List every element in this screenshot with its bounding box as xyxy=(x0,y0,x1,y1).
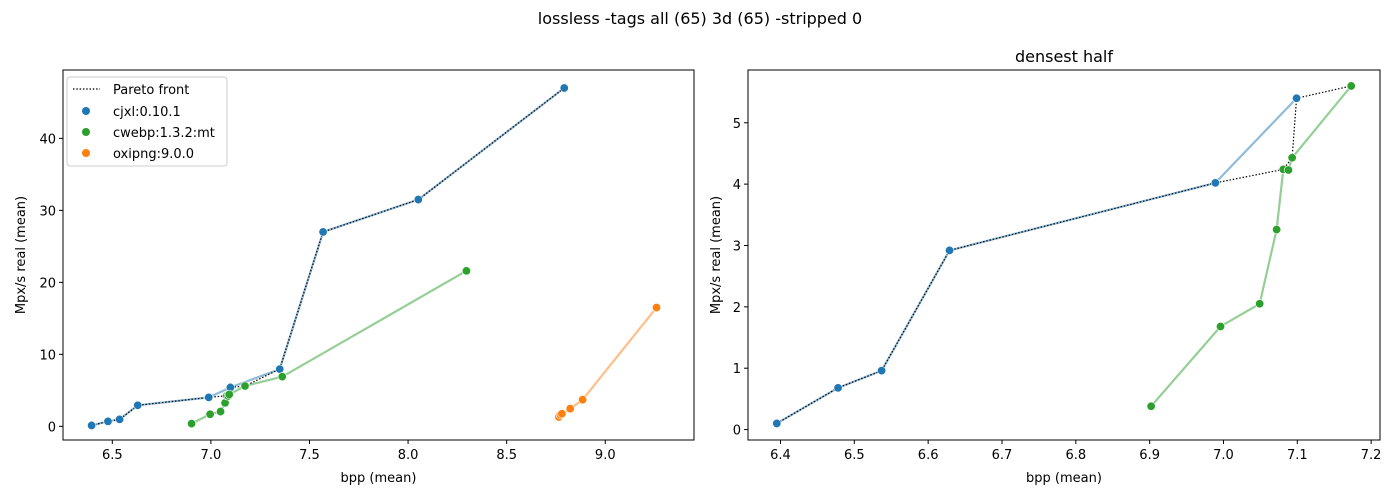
right-panel: densest half bpp (mean) Mpx/s real (mean… xyxy=(709,47,1381,486)
left-cjxl-point-1 xyxy=(103,416,113,426)
left-x-axis-label: bpp (mean) xyxy=(341,471,417,486)
right-y-tick-label-3: 3 xyxy=(733,239,741,254)
left-cwebp-point-1 xyxy=(205,409,215,419)
legend-oxipng-marker xyxy=(82,149,90,157)
right-cjxl-point-2 xyxy=(877,366,887,376)
left-cwebp-point-7 xyxy=(240,381,250,391)
left-cwebp-point-9 xyxy=(461,266,471,276)
left-oxipng-line xyxy=(558,306,658,418)
left-oxipng-point-4 xyxy=(578,395,588,405)
left-oxipng-point-5 xyxy=(652,303,662,313)
right-y-tick-label-0: 0 xyxy=(733,424,741,439)
left-cwebp-point-0 xyxy=(187,419,197,429)
left-cwebp-line xyxy=(191,269,467,425)
right-cjxl-line xyxy=(776,97,1298,425)
right-cwebp-point-0 xyxy=(1146,401,1156,411)
right-cwebp-line xyxy=(1150,85,1353,407)
left-y-tick-label-2: 20 xyxy=(39,276,56,291)
left-cwebp-point-6 xyxy=(224,389,234,399)
right-y-tick-label-5: 5 xyxy=(733,117,741,132)
left-cjxl-line xyxy=(91,87,565,427)
left-cjxl-point-0 xyxy=(87,420,97,430)
right-x-axis-label: bpp (mean) xyxy=(1026,471,1102,486)
right-cjxl-point-3 xyxy=(945,245,955,255)
left-panel: bpp (mean) Mpx/s real (mean) 6.5 7.0 7.5 8.… xyxy=(14,69,695,486)
right-x-tick-label-6: 7.0 xyxy=(1213,448,1234,463)
left-x-tick-label-0: 6.5 xyxy=(102,448,123,463)
left-x-tick-label-1: 7.0 xyxy=(201,448,222,463)
right-pareto-front-line xyxy=(776,85,1352,424)
left-cjxl-point-7 xyxy=(318,227,328,237)
right-x-tick-label-3: 6.7 xyxy=(992,448,1013,463)
left-y-tick-label-1: 10 xyxy=(39,348,56,363)
right-x-tick-label-7: 7.1 xyxy=(1287,448,1308,463)
left-cjxl-point-9 xyxy=(559,83,569,93)
left-cwebp-point-8 xyxy=(277,372,287,382)
left-x-tick-label-2: 7.5 xyxy=(299,448,320,463)
right-cjxl-point-0 xyxy=(772,418,782,428)
right-cwebp-point-3 xyxy=(1272,225,1282,235)
left-oxipng-point-2 xyxy=(557,409,567,419)
left-cjxl-point-3 xyxy=(133,400,143,410)
right-x-tick-label-4: 6.8 xyxy=(1065,448,1086,463)
right-panel-title: densest half xyxy=(1015,47,1113,66)
legend-cjxl-marker xyxy=(82,107,90,115)
right-cwebp-point-7 xyxy=(1346,81,1356,91)
legend-cwebp-marker xyxy=(82,128,90,136)
right-x-tick-label-0: 6.4 xyxy=(770,448,791,463)
left-cjxl-point-4 xyxy=(204,392,214,402)
right-y-tick-label-4: 4 xyxy=(733,178,741,193)
right-y-tick-label-1: 1 xyxy=(733,362,741,377)
left-cjxl-point-2 xyxy=(115,414,125,424)
left-y-tick-label-3: 30 xyxy=(39,204,56,219)
legend-label-oxipng: oxipng:9.0.0 xyxy=(113,147,194,162)
legend-frame xyxy=(66,76,228,167)
left-cjxl-point-8 xyxy=(413,195,423,205)
left-x-tick-label-3: 8.0 xyxy=(398,448,419,463)
left-cwebp-point-2 xyxy=(216,407,226,417)
right-cjxl-point-5 xyxy=(1292,93,1302,103)
right-x-tick-label-8: 7.2 xyxy=(1361,448,1382,463)
right-x-tick-label-2: 6.6 xyxy=(918,448,939,463)
left-y-tick-label-4: 40 xyxy=(39,132,56,147)
right-cjxl-point-4 xyxy=(1210,178,1220,188)
left-y-tick-label-0: 0 xyxy=(48,420,56,435)
right-cwebp-point-1 xyxy=(1216,321,1226,331)
left-y-axis-label: Mpx/s real (mean) xyxy=(14,196,29,314)
right-cjxl-point-1 xyxy=(833,383,843,393)
left-x-tick-label-4: 8.5 xyxy=(496,448,517,463)
right-cwebp-point-2 xyxy=(1255,299,1265,309)
right-y-tick-label-2: 2 xyxy=(733,301,741,316)
right-cwebp-point-6 xyxy=(1287,153,1297,163)
left-oxipng-point-3 xyxy=(565,404,575,414)
right-y-axis-label: Mpx/s real (mean) xyxy=(709,196,724,314)
figure-title: lossless -tags all (65) 3d (65) -strippe… xyxy=(538,9,862,28)
legend-label-cwebp: cwebp:1.3.2:mt xyxy=(113,126,215,141)
left-plot-frame xyxy=(62,69,695,441)
legend: Pareto front cjxl:0.10.1 cwebp:1.3.2:mt … xyxy=(66,76,228,167)
left-cjxl-point-6 xyxy=(275,364,285,374)
left-x-tick-label-5: 9.0 xyxy=(595,448,616,463)
right-cwebp-point-5 xyxy=(1283,165,1293,175)
legend-label-cjxl: cjxl:0.10.1 xyxy=(113,105,181,120)
right-x-tick-label-5: 6.9 xyxy=(1139,448,1160,463)
right-plot-frame xyxy=(747,69,1381,441)
right-x-tick-label-1: 6.5 xyxy=(844,448,865,463)
legend-label-pareto: Pareto front xyxy=(113,83,189,98)
